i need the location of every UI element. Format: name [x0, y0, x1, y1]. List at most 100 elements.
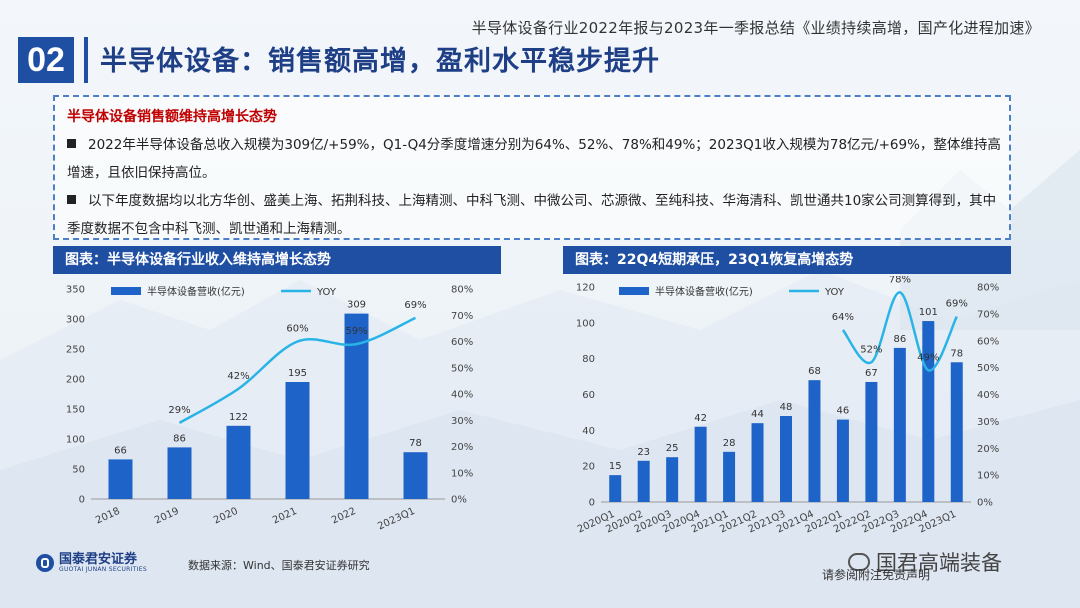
chart-quarterly-revenue: 0 20 40 60 80 100 120 0% 10% 20% 30% 40% 50% 60% 70% 80…	[576, 276, 999, 535]
bar	[666, 457, 679, 502]
legend-bar-label: 半导体设备营收(亿元)	[655, 285, 753, 298]
yoy-data-label: 49%	[917, 352, 939, 363]
y-right-tick-label: 50%	[451, 363, 473, 374]
bar-data-label: 86	[893, 334, 906, 345]
bullet-square-icon	[67, 139, 76, 148]
data-source: 数据来源：Wind、国泰君安证券研究	[188, 559, 370, 572]
bar	[723, 451, 736, 502]
yoy-line	[178, 316, 417, 424]
section-divider	[84, 37, 88, 83]
bar	[780, 416, 792, 502]
y-left-tick-label: 50	[72, 465, 85, 476]
legend-line-label: YOY	[316, 287, 337, 298]
bar	[950, 362, 963, 502]
bar	[751, 423, 764, 502]
logo-subtext: GUOTAI JUNAN SECURITIES	[59, 566, 147, 573]
bar-data-label: 309	[347, 300, 366, 311]
bar-data-label: 15	[609, 461, 622, 472]
bar-data-label: 67	[865, 368, 878, 379]
legend-line-label: YOY	[824, 287, 845, 298]
y-right-tick-label: 70%	[977, 309, 999, 320]
y-left-tick-label: 100	[576, 318, 595, 329]
y-left-tick-label: 20	[582, 462, 595, 473]
legend-bar-swatch	[619, 287, 649, 295]
wechat-icon	[848, 553, 870, 571]
legend-bar-label: 半导体设备营收(亿元)	[147, 285, 245, 298]
x-tick-label: 2021	[271, 506, 299, 527]
logo-icon	[36, 554, 54, 572]
y-right-tick-label: 80%	[451, 285, 473, 296]
bar-data-label: 86	[173, 433, 186, 444]
y-right-tick-label: 20%	[451, 442, 473, 453]
y-right-tick-label: 10%	[977, 471, 999, 482]
y-left-tick-label: 300	[66, 315, 85, 326]
bar-data-label: 122	[229, 412, 248, 423]
bar	[108, 459, 133, 499]
yoy-data-label: 42%	[227, 371, 249, 382]
bar	[637, 460, 650, 502]
y-left-tick-label: 0	[589, 498, 595, 509]
bar	[167, 447, 192, 499]
y-right-tick-label: 60%	[451, 337, 473, 348]
yoy-data-label: 59%	[345, 326, 367, 337]
y-right-tick-label: 70%	[451, 311, 473, 322]
page-heading: 半导体设备：销售额高增，盈利水平稳步提升	[100, 46, 660, 77]
bar-data-label: 28	[723, 438, 736, 449]
legend-bar-swatch	[111, 287, 141, 295]
x-tick-label: 2018	[94, 506, 122, 527]
bar-data-label: 42	[694, 413, 707, 424]
y-right-tick-label: 40%	[451, 390, 473, 401]
x-tick-label: 2019	[153, 506, 181, 527]
y-left-tick-label: 350	[66, 285, 85, 296]
summary-title: 半导体设备销售额维持高增长态势	[67, 109, 277, 125]
y-left-tick-label: 200	[66, 375, 85, 386]
yoy-data-label: 69%	[404, 300, 426, 311]
bar	[285, 382, 310, 499]
bar	[403, 452, 428, 499]
watermark: 国君高端装备	[848, 547, 1002, 577]
x-tick-label: 2020	[212, 506, 240, 527]
bar	[609, 475, 622, 502]
y-left-tick-label: 120	[576, 283, 595, 294]
yoy-data-label: 69%	[946, 299, 968, 310]
bar	[893, 347, 906, 502]
yoy-data-label: 29%	[168, 405, 190, 416]
yoy-data-label: 52%	[860, 344, 882, 355]
bullet-square-icon	[67, 195, 76, 204]
y-right-tick-label: 30%	[451, 416, 473, 427]
y-left-tick-label: 150	[66, 405, 85, 416]
y-right-tick-label: 30%	[977, 417, 999, 428]
bar	[865, 381, 878, 502]
section-number: 02	[18, 37, 74, 83]
bar	[226, 425, 251, 499]
bar-data-label: 101	[919, 307, 938, 318]
yoy-line	[841, 291, 958, 372]
company-logo: 国泰君安证券 GUOTAI JUNAN SECURITIES	[36, 553, 147, 573]
summary-bullet-1: 2022年半导体设备总收入规模为309亿/+59%，Q1-Q4分季度增速分别为6…	[67, 137, 1001, 181]
y-left-tick-label: 0	[79, 495, 85, 506]
bar	[808, 380, 821, 502]
y-right-tick-label: 40%	[977, 390, 999, 401]
chart-annual-revenue: 0 50 100 150 200 250 300 350 0% 10% 20% 30% 40% 50% 60…	[66, 285, 473, 533]
y-left-tick-label: 60	[582, 390, 595, 401]
bar-data-label: 46	[837, 406, 850, 417]
yoy-data-label: 60%	[286, 324, 308, 335]
y-left-tick-label: 250	[66, 345, 85, 356]
y-left-tick-label: 80	[582, 354, 595, 365]
x-tick-label: 2022	[330, 506, 358, 527]
yoy-data-label: 64%	[832, 312, 854, 323]
report-title: 半导体设备行业2022年报与2023年一季报总结《业绩持续高增，国产化进程加速》	[471, 19, 1040, 37]
bar-data-label: 23	[637, 447, 650, 458]
bar-data-label: 195	[288, 368, 307, 379]
y-right-tick-label: 80%	[977, 283, 999, 294]
bar-data-label: 25	[666, 443, 679, 454]
x-tick-label: 2023Q1	[376, 506, 417, 533]
summary-box: 半导体设备销售额维持高增长态势 2022年半导体设备总收入规模为309亿/+59…	[53, 95, 1011, 240]
y-right-tick-label: 50%	[977, 363, 999, 374]
y-left-tick-label: 40	[582, 426, 595, 437]
yoy-data-label: 78%	[889, 276, 911, 285]
bar-data-label: 66	[114, 445, 127, 456]
bar-data-label: 78	[409, 438, 422, 449]
bar-data-label: 78	[950, 348, 963, 359]
y-left-tick-label: 100	[66, 435, 85, 446]
